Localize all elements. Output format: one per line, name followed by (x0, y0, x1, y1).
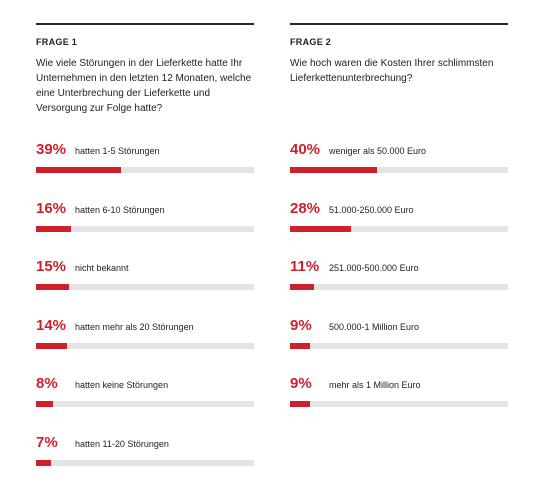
bar-category-label: weniger als 50.000 Euro (329, 146, 427, 156)
bar-label-row: 9% mehr als 1 Million Euro (290, 375, 508, 392)
bar-track (290, 401, 508, 407)
bar-item: 39% hatten 1-5 Störungen (36, 141, 254, 175)
bar-item: 9% mehr als 1 Million Euro (290, 375, 508, 409)
bar-category-label: hatten mehr als 20 Störungen (75, 321, 194, 332)
bar-item: 9% 500.000-1 Million Euro (290, 317, 508, 351)
bar-track (36, 459, 254, 466)
bar-category-label: hatten 1-5 Störungen (75, 146, 160, 156)
bar-category-label: 51.000-250.000 Euro (329, 204, 414, 215)
bar-track (36, 401, 254, 407)
bar-fill (290, 284, 314, 290)
bar-fill (36, 284, 69, 290)
bar-item: 16% hatten 6-10 Störungen (36, 200, 254, 234)
bar-item: 11% 251.000-500.000 Euro (290, 258, 508, 292)
bar-fill (290, 401, 310, 407)
bar-item: 14% hatten mehr als 20 Störungen (36, 317, 254, 351)
bar-value-label: 28% (290, 199, 321, 217)
question-1-panel: FRAGE 1 Wie viele Störungen in der Liefe… (36, 23, 254, 466)
bar-track (290, 284, 508, 290)
bar-fill (36, 167, 122, 173)
bar-fill (290, 167, 378, 173)
bar-category-label: hatten keine Störungen (75, 380, 169, 390)
question-label: FRAGE 1 (36, 37, 78, 47)
bar-label-row: 11% 251.000-500.000 Euro (290, 258, 508, 275)
bar-label-row: 40% weniger als 50.000 Euro (290, 141, 508, 158)
bar-track (290, 167, 508, 173)
bar-label-row: 39% hatten 1-5 Störungen (36, 141, 254, 158)
bar-label-row: 15% nicht bekannt (36, 258, 254, 275)
bar-value-label: 9% (290, 316, 312, 334)
top-rule (36, 23, 254, 25)
question-text: Wie viele Störungen in der Lieferkette h… (36, 58, 252, 114)
bar-value-label: 8% (36, 375, 58, 392)
bar-fill (290, 225, 352, 232)
bar-label-row: 7% hatten 11-20 Störungen (36, 434, 254, 451)
bar-label-row: 16% hatten 6-10 Störungen (36, 200, 254, 217)
question-2-panel: FRAGE 2 Wie hoch waren die Kosten Ihrer … (290, 23, 508, 407)
bar-item: 40% weniger als 50.000 Euro (290, 141, 508, 175)
bar-item: 8% hatten keine Störungen (36, 375, 254, 409)
bar-fill (36, 459, 52, 466)
bar-value-label: 16% (36, 199, 67, 217)
bar-category-label: hatten 11-20 Störungen (75, 438, 169, 449)
bar-value-label: 39% (36, 141, 67, 158)
bar-category-label: hatten 6-10 Störungen (75, 204, 165, 215)
top-rule (290, 23, 508, 25)
bar-value-label: 11% (290, 258, 320, 275)
bar-value-label: 14% (36, 316, 67, 334)
bar-track (290, 342, 508, 349)
bar-item: 7% hatten 11-20 Störungen (36, 434, 254, 468)
question-text: Wie hoch waren die Kosten Ihrer schlimms… (290, 58, 494, 84)
bar-value-label: 7% (36, 433, 58, 451)
bar-value-label: 15% (36, 258, 67, 275)
bar-category-label: mehr als 1 Million Euro (329, 380, 421, 390)
bar-fill (36, 342, 67, 349)
bar-item: 15% nicht bekannt (36, 258, 254, 292)
bar-track (36, 225, 254, 232)
question-label: FRAGE 2 (290, 37, 332, 47)
bar-item: 28% 51.000-250.000 Euro (290, 200, 508, 234)
bar-label-row: 28% 51.000-250.000 Euro (290, 200, 508, 217)
bar-value-label: 9% (290, 375, 312, 392)
bar-label-row: 9% 500.000-1 Million Euro (290, 317, 508, 334)
bar-fill (290, 342, 310, 349)
bar-value-label: 40% (290, 141, 321, 158)
bar-category-label: nicht bekannt (75, 263, 129, 273)
bar-track (290, 225, 508, 232)
bar-label-row: 14% hatten mehr als 20 Störungen (36, 317, 254, 334)
bar-category-label: 251.000-500.000 Euro (329, 263, 419, 273)
bar-track (36, 342, 254, 349)
bar-track (36, 167, 254, 173)
bar-category-label: 500.000-1 Million Euro (329, 321, 420, 332)
bar-fill (36, 225, 71, 232)
bar-fill (36, 401, 54, 407)
bar-track (36, 284, 254, 290)
bar-label-row: 8% hatten keine Störungen (36, 375, 254, 392)
